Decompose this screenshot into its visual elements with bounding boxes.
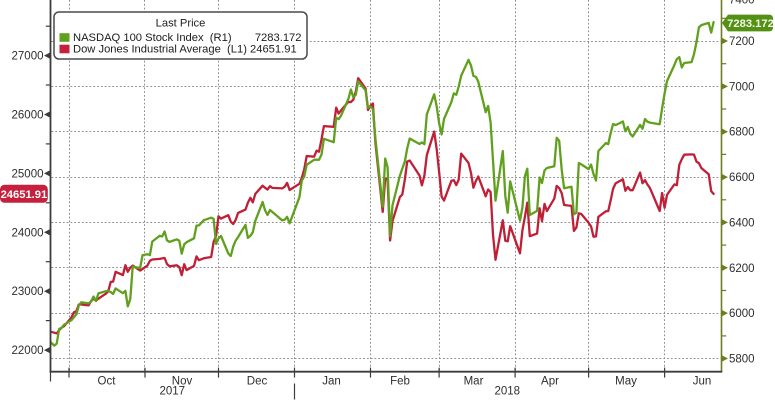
svg-text:Oct: Oct <box>98 376 117 388</box>
svg-text:7283.172: 7283.172 <box>255 32 302 44</box>
svg-text:7200: 7200 <box>729 36 755 48</box>
svg-text:2017: 2017 <box>160 386 186 398</box>
svg-text:5800: 5800 <box>729 354 755 366</box>
svg-text:Jun: Jun <box>693 376 712 388</box>
svg-text:24651.91: 24651.91 <box>1 189 48 201</box>
svg-text:2018: 2018 <box>495 386 521 398</box>
svg-text:Jan: Jan <box>322 376 341 388</box>
svg-text:Feb: Feb <box>390 376 410 388</box>
svg-text:Dow Jones Industrial Average: Dow Jones Industrial Average (L1) 24651.… <box>73 44 297 56</box>
svg-text:Last Price: Last Price <box>156 18 206 30</box>
svg-text:22000: 22000 <box>12 345 44 357</box>
svg-text:May: May <box>615 376 637 388</box>
svg-text:6400: 6400 <box>729 217 755 229</box>
svg-text:25000: 25000 <box>12 168 44 180</box>
svg-text:26000: 26000 <box>12 110 44 122</box>
svg-text:6000: 6000 <box>729 308 755 320</box>
svg-text:27000: 27000 <box>12 51 44 63</box>
svg-text:NASDAQ 100 Stock Index (R1): NASDAQ 100 Stock Index (R1) <box>73 32 232 44</box>
svg-text:6800: 6800 <box>729 127 755 139</box>
svg-text:7400: 7400 <box>729 0 755 7</box>
svg-text:Apr: Apr <box>541 376 559 388</box>
svg-text:7000: 7000 <box>729 81 755 93</box>
svg-text:6200: 6200 <box>729 263 755 275</box>
svg-text:Dec: Dec <box>247 376 268 388</box>
svg-text:Nov: Nov <box>172 376 193 388</box>
svg-text:7283.172: 7283.172 <box>727 18 774 30</box>
svg-text:6600: 6600 <box>729 172 755 184</box>
svg-text:24000: 24000 <box>12 227 44 239</box>
svg-text:Mar: Mar <box>464 376 484 388</box>
svg-text:23000: 23000 <box>12 286 44 298</box>
